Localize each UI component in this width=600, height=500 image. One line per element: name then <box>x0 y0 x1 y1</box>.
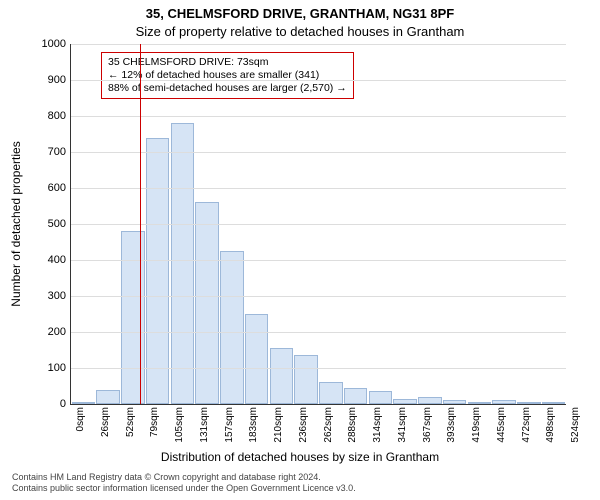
x-tick-label: 419sqm <box>471 407 482 443</box>
x-axis-label: Distribution of detached houses by size … <box>0 450 600 464</box>
histogram-bar <box>369 391 393 404</box>
x-tick-label: 52sqm <box>125 407 136 437</box>
chart-container: 35, CHELMSFORD DRIVE, GRANTHAM, NG31 8PF… <box>0 0 600 500</box>
x-tick-label: 314sqm <box>372 407 383 443</box>
histogram-bar <box>319 382 343 404</box>
histogram-bar <box>96 390 120 404</box>
x-tick-label: 131sqm <box>199 407 210 443</box>
y-tick-label: 400 <box>48 254 66 266</box>
gridline <box>71 296 566 297</box>
histogram-bar <box>418 397 442 404</box>
histogram-bar <box>468 402 492 404</box>
gridline <box>71 332 566 333</box>
x-tick-label: 79sqm <box>149 407 160 437</box>
x-tick-label: 262sqm <box>323 407 334 443</box>
title-subtitle: Size of property relative to detached ho… <box>0 24 600 39</box>
x-tick-label: 210sqm <box>273 407 284 443</box>
x-tick-label: 183sqm <box>248 407 259 443</box>
histogram-bar <box>146 138 170 404</box>
plot-area: 35 CHELMSFORD DRIVE: 73sqm ← 12% of deta… <box>70 44 566 405</box>
gridline <box>71 152 566 153</box>
histogram-bar <box>270 348 294 404</box>
histogram-bar <box>492 400 516 404</box>
x-tick-label: 157sqm <box>224 407 235 443</box>
x-tick-label: 26sqm <box>100 407 111 437</box>
x-tick-label: 105sqm <box>174 407 185 443</box>
gridline <box>71 188 566 189</box>
annotation-line-1: 35 CHELMSFORD DRIVE: 73sqm <box>108 56 347 69</box>
histogram-bar <box>517 402 541 404</box>
histogram-bar <box>245 314 269 404</box>
histogram-bar <box>294 355 318 404</box>
y-tick-label: 700 <box>48 146 66 158</box>
x-tick-label: 341sqm <box>397 407 408 443</box>
x-tick-label: 236sqm <box>298 407 309 443</box>
y-tick-label: 600 <box>48 182 66 194</box>
histogram-bar <box>344 388 368 404</box>
reference-line <box>140 44 141 404</box>
histogram-bar <box>443 400 467 404</box>
annotation-line-3: 88% of semi-detached houses are larger (… <box>108 82 347 95</box>
y-tick-label: 300 <box>48 290 66 302</box>
x-tick-label: 524sqm <box>570 407 581 443</box>
histogram-bar <box>393 399 417 404</box>
y-tick-label: 500 <box>48 218 66 230</box>
y-tick-label: 800 <box>48 110 66 122</box>
gridline <box>71 260 566 261</box>
title-address: 35, CHELMSFORD DRIVE, GRANTHAM, NG31 8PF <box>0 6 600 21</box>
y-tick-label: 900 <box>48 74 66 86</box>
histogram-bar <box>121 231 145 404</box>
gridline <box>71 368 566 369</box>
y-tick-label: 200 <box>48 326 66 338</box>
footer-line-2: Contains public sector information licen… <box>12 483 356 494</box>
y-axis-label: Number of detached properties <box>9 141 23 306</box>
footer-line-1: Contains HM Land Registry data © Crown c… <box>12 472 356 483</box>
gridline <box>71 80 566 81</box>
x-tick-label: 445sqm <box>496 407 507 443</box>
histogram-bar <box>220 251 244 404</box>
histogram-bar <box>171 123 195 404</box>
histogram-bar <box>542 402 566 404</box>
y-tick-label: 100 <box>48 362 66 374</box>
y-tick-label: 1000 <box>42 38 66 50</box>
x-tick-label: 367sqm <box>422 407 433 443</box>
gridline <box>71 224 566 225</box>
footer-attribution: Contains HM Land Registry data © Crown c… <box>12 472 356 494</box>
x-tick-label: 0sqm <box>75 407 86 431</box>
x-tick-label: 472sqm <box>521 407 532 443</box>
x-tick-label: 498sqm <box>545 407 556 443</box>
gridline <box>71 116 566 117</box>
gridline <box>71 44 566 45</box>
x-tick-label: 288sqm <box>347 407 358 443</box>
histogram-bar <box>195 202 219 404</box>
y-tick-label: 0 <box>60 398 66 410</box>
histogram-bar <box>72 402 96 404</box>
x-tick-label: 393sqm <box>446 407 457 443</box>
